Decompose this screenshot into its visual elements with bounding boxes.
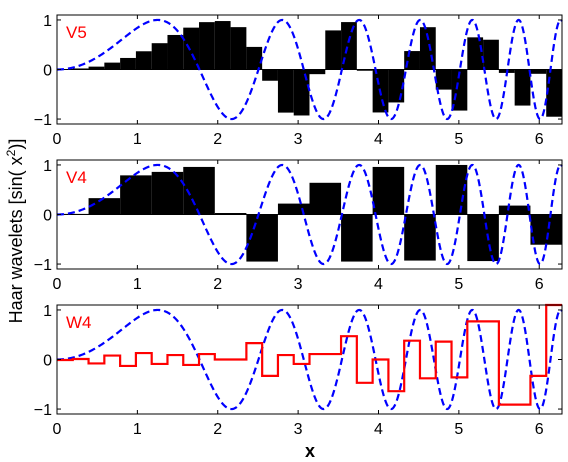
sin-x-squared-curve [57, 163, 563, 266]
bar [309, 69, 326, 75]
bar [246, 214, 278, 262]
bar [356, 69, 373, 71]
bar [183, 27, 200, 70]
bar [277, 203, 310, 215]
y-tick-label: −1 [34, 402, 52, 419]
panel-label: V5 [66, 23, 87, 42]
x-tick-label: 1 [133, 421, 142, 438]
bar [293, 69, 310, 116]
x-tick-label: 2 [213, 276, 222, 293]
bar [135, 51, 152, 70]
x-tick-label: 6 [535, 276, 544, 293]
x-tick-label: 6 [535, 421, 544, 438]
bar [530, 69, 547, 74]
wavelet-step-line [57, 303, 562, 406]
bars [57, 164, 562, 262]
bar [530, 214, 562, 245]
bar [88, 198, 121, 215]
y-tick-label: −1 [34, 112, 52, 129]
x-tick-label: 0 [53, 131, 62, 148]
bar [120, 57, 136, 70]
x-tick-label: 4 [374, 131, 383, 148]
x-tick-label: 4 [374, 421, 383, 438]
sin-x-squared-curve [57, 18, 563, 121]
bar [309, 182, 342, 215]
bar [404, 214, 436, 261]
bar [341, 214, 373, 262]
bar [151, 43, 168, 70]
x-tick-label: 2 [213, 131, 222, 148]
y-tick-label: 1 [43, 158, 52, 175]
bar [167, 34, 184, 70]
bar [435, 69, 452, 90]
bar [72, 68, 89, 70]
bar [546, 69, 562, 117]
x-tick-label: 1 [133, 276, 142, 293]
x-tick-label: 1 [133, 131, 142, 148]
bar [230, 27, 247, 70]
bar [104, 62, 121, 70]
panel-label: V4 [66, 168, 87, 187]
bar [498, 205, 531, 215]
x-tick-label: 2 [213, 421, 222, 438]
bar [277, 69, 294, 113]
bar [214, 213, 247, 215]
y-tick-label: −1 [34, 257, 52, 274]
y-axis-label: Haar wavelets [sin( x2)] [4, 139, 26, 324]
bar [435, 164, 468, 215]
y-tick-label: 0 [43, 208, 52, 225]
x-tick-label: 5 [454, 276, 463, 293]
x-tick-label: 5 [454, 421, 463, 438]
x-tick-label: 4 [374, 276, 383, 293]
bar [151, 171, 184, 215]
x-tick-label: 0 [53, 421, 62, 438]
x-tick-label: 3 [294, 276, 303, 293]
panel-label: W4 [66, 313, 92, 332]
y-tick-label: 0 [43, 63, 52, 80]
x-tick-label: 6 [535, 131, 544, 148]
bar [88, 66, 105, 70]
x-tick-label: 3 [294, 131, 303, 148]
x-tick-label: 5 [454, 131, 463, 148]
y-tick-label: 0 [43, 353, 52, 370]
bar [467, 214, 499, 262]
bar [214, 21, 231, 70]
sin-x-squared-curve [57, 308, 563, 411]
x-axis-label: x [305, 441, 315, 461]
bar [372, 166, 405, 215]
bar [483, 39, 499, 70]
y-tick-label: 1 [43, 13, 52, 30]
bar [199, 22, 215, 70]
bar [467, 37, 484, 70]
bar [325, 30, 342, 70]
bar [514, 69, 531, 106]
x-tick-label: 3 [294, 421, 303, 438]
y-tick-label: 1 [43, 303, 52, 320]
bars [57, 21, 562, 117]
bar [262, 69, 278, 81]
bar [246, 46, 263, 70]
x-tick-label: 0 [53, 276, 62, 293]
